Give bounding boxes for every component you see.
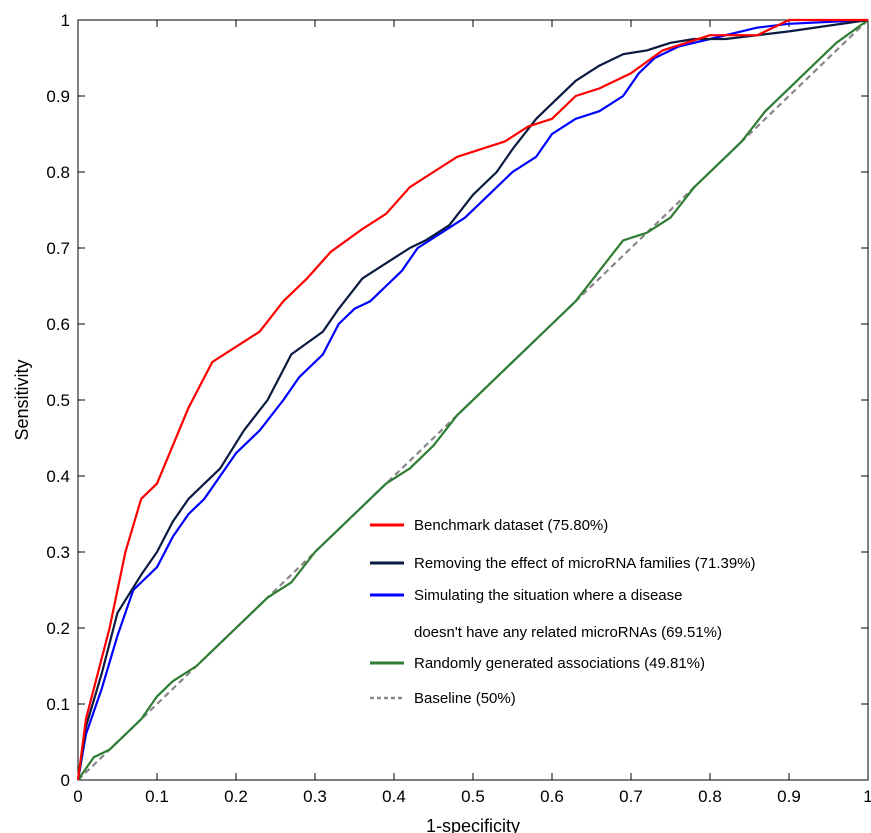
series-layer: [76, 18, 869, 781]
series-line-1: [76, 18, 869, 781]
x-tick-label: 0.6: [540, 787, 564, 806]
y-tick-label: 0.7: [46, 239, 70, 258]
y-tick-label: 0.9: [46, 87, 70, 106]
y-tick-label: 0.5: [46, 391, 70, 410]
x-tick-label: 0.1: [145, 787, 169, 806]
x-tick-label: 0.5: [461, 787, 485, 806]
legend-label: Simulating the situation where a disease: [414, 587, 683, 604]
legend-label: Randomly generated associations (49.81%): [414, 655, 705, 672]
x-tick-label: 1: [863, 787, 871, 806]
x-tick-label: 0.4: [382, 787, 406, 806]
x-tick-label: 0.2: [224, 787, 248, 806]
legend-label: Baseline (50%): [414, 690, 516, 707]
x-tick-label: 0.7: [619, 787, 643, 806]
x-tick-label: 0.8: [698, 787, 722, 806]
y-tick-label: 0.4: [46, 467, 70, 486]
y-tick-label: 0.6: [46, 315, 70, 334]
y-tick-label: 0.1: [46, 695, 70, 714]
series-line-0: [76, 18, 868, 781]
y-axis-label: Sensitivity: [12, 359, 32, 440]
legend-label: Removing the effect of microRNA families…: [414, 555, 756, 572]
series-line-3: [77, 19, 869, 781]
legend-label: Benchmark dataset (75.80%): [414, 517, 608, 534]
x-tick-label: 0.3: [303, 787, 327, 806]
series-line-2: [76, 18, 869, 781]
y-tick-label: 0.8: [46, 163, 70, 182]
x-axis-label: 1-specificity: [426, 816, 520, 833]
x-tick-label: 0.9: [777, 787, 801, 806]
y-tick-label: 0.2: [46, 619, 70, 638]
axis-ticks: 0 0.1 0.2 0.3 0.4 0.5 0.6 0.7 0.8 0.9 1 0 0.1 0.2 0.3 0…: [46, 11, 871, 806]
y-tick-label: 0: [61, 771, 70, 790]
y-tick-label: 0.3: [46, 543, 70, 562]
legend: Benchmark dataset (75.80%) Removing the e…: [370, 517, 756, 707]
legend-label: doesn't have any related microRNAs (69.5…: [414, 624, 722, 641]
x-tick-label: 0: [73, 787, 82, 806]
y-tick-label: 1: [61, 11, 70, 30]
